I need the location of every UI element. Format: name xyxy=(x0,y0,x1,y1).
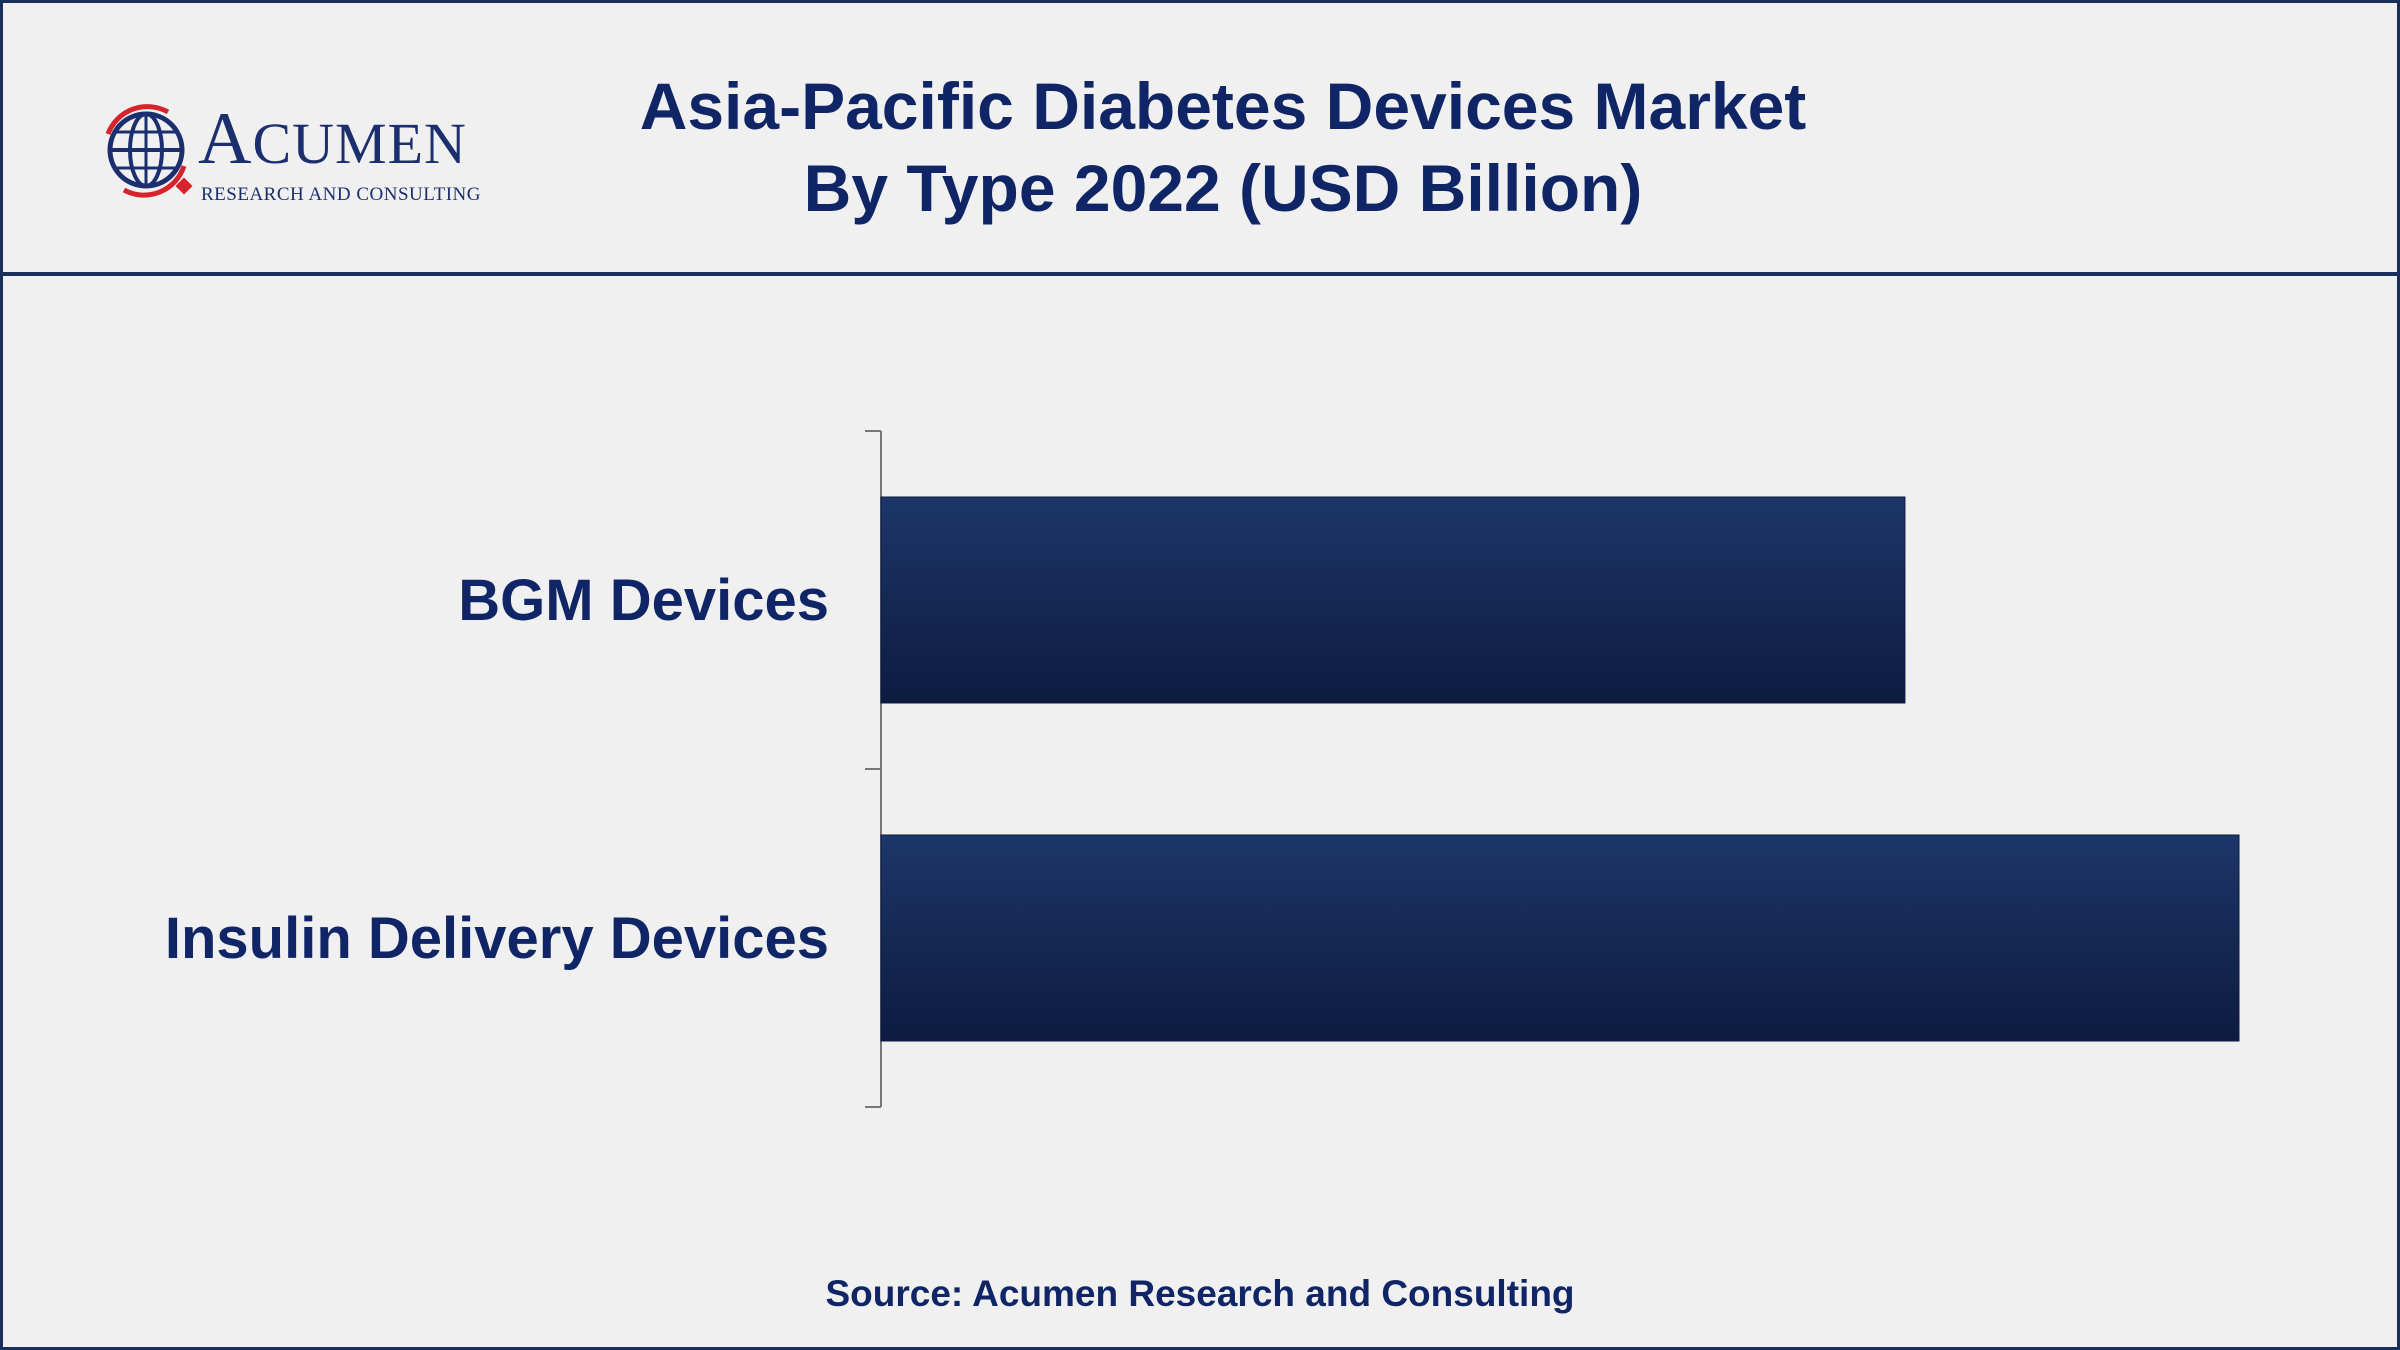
chart-title: Asia-Pacific Diabetes Devices Market By … xyxy=(423,65,2023,229)
company-logo: ACUMEN RESEARCH AND CONSULTING xyxy=(98,98,518,208)
globe-icon xyxy=(105,104,193,198)
bar-bgm-devices xyxy=(880,496,1906,704)
logo-wordmark: ACUMEN xyxy=(198,98,467,180)
bar-insulin-delivery-devices xyxy=(880,834,2240,1042)
category-labels: BGM Devices Insulin Delivery Devices xyxy=(165,568,829,971)
bar-chart: BGM Devices Insulin Delivery Devices xyxy=(165,430,2240,1108)
header: ACUMEN RESEARCH AND CONSULTING Asia-Paci… xyxy=(3,3,2397,276)
category-axis xyxy=(865,430,882,1108)
source-note: Source: Acumen Research and Consulting xyxy=(825,1273,1575,1314)
category-label: BGM Devices xyxy=(458,568,829,633)
bar-series xyxy=(880,496,2240,1042)
logo-subtitle: RESEARCH AND CONSULTING xyxy=(201,184,481,205)
chart-title-line-1: Asia-Pacific Diabetes Devices Market xyxy=(639,69,1807,143)
category-label: Insulin Delivery Devices xyxy=(165,906,829,971)
chart-title-line-2: By Type 2022 (USD Billion) xyxy=(803,151,1643,225)
